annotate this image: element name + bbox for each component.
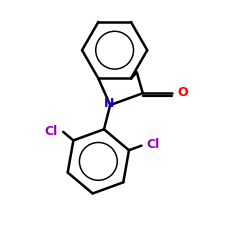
Text: O: O (178, 86, 188, 99)
Text: Cl: Cl (45, 124, 58, 138)
Text: Cl: Cl (147, 138, 160, 151)
Text: N: N (104, 97, 114, 110)
